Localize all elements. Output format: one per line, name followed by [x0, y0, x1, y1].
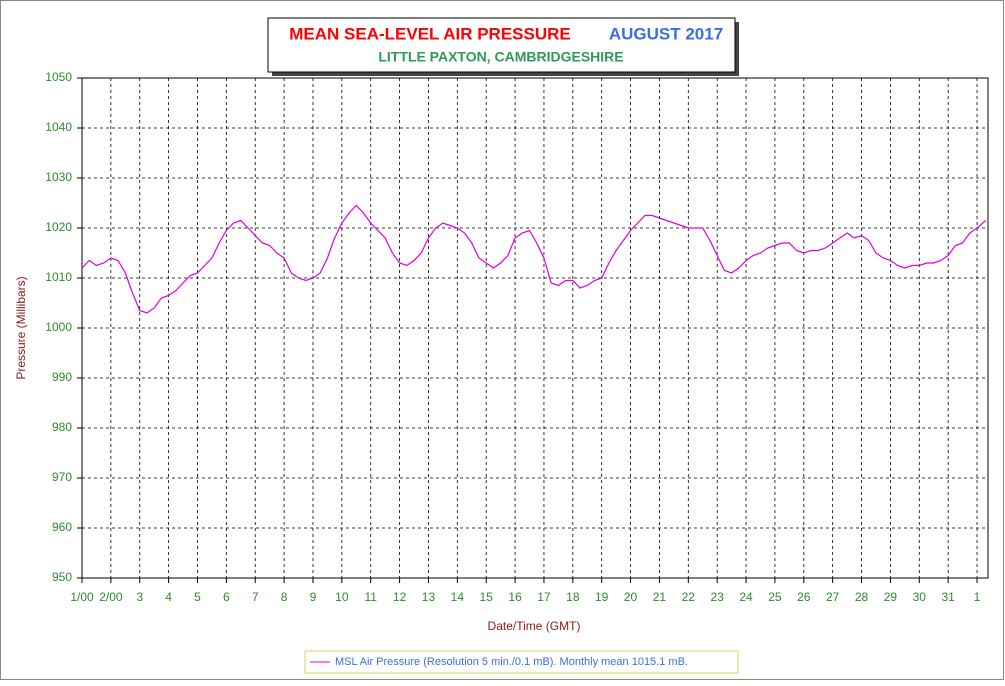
- x-tick-label: 5: [194, 590, 201, 604]
- x-tick-label: 18: [566, 590, 580, 604]
- x-axis-label: Date/Time (GMT): [488, 619, 581, 633]
- y-tick-label: 1020: [45, 220, 72, 234]
- y-tick-label: 970: [52, 470, 72, 484]
- legend-label: MSL Air Pressure (Resolution 5 min./0.1 …: [335, 656, 688, 668]
- x-tick-label: 1: [974, 590, 981, 604]
- x-tick-label: 2/00: [99, 590, 123, 604]
- title-box: [267, 17, 736, 73]
- x-tick-label: 13: [422, 590, 436, 604]
- x-tick-label: 27: [826, 590, 840, 604]
- data-line: [81, 204, 987, 314]
- y-tick-label: 960: [52, 520, 72, 534]
- y-tick-label: 1010: [45, 270, 72, 284]
- x-tick-label: 14: [451, 590, 465, 604]
- y-tick-label: 950: [52, 570, 72, 584]
- chart-title-date: AUGUST 2017: [609, 24, 723, 43]
- x-tick-label: 12: [393, 590, 407, 604]
- x-tick-label: 9: [310, 590, 317, 604]
- y-tick-label: 1000: [45, 320, 72, 334]
- x-tick-label: 19: [595, 590, 609, 604]
- x-tick-label: 30: [913, 590, 927, 604]
- x-tick-label: 26: [797, 590, 811, 604]
- x-tick-label: 31: [941, 590, 955, 604]
- x-tick-label: 21: [653, 590, 667, 604]
- x-tick-label: 6: [223, 590, 230, 604]
- legend-box: [304, 650, 739, 674]
- x-tick-label: 24: [739, 590, 753, 604]
- chart-title: MEAN SEA-LEVEL AIR PRESSURE: [289, 24, 571, 43]
- y-axis-label: Pressure (Millibars): [14, 276, 28, 379]
- x-tick-label: 10: [335, 590, 349, 604]
- x-tick-label: 15: [480, 590, 494, 604]
- y-tick-label: 1030: [45, 170, 72, 184]
- x-tick-label: 3: [136, 590, 143, 604]
- x-tick-label: 23: [711, 590, 725, 604]
- x-tick-label: 22: [682, 590, 696, 604]
- y-tick-label: 990: [52, 370, 72, 384]
- x-tick-label: 25: [768, 590, 782, 604]
- x-tick-label: 7: [252, 590, 259, 604]
- y-tick-label: 1040: [45, 120, 72, 134]
- x-tick-label: 16: [508, 590, 522, 604]
- x-tick-label: 11: [364, 590, 377, 604]
- y-tick-label: 1050: [45, 70, 72, 84]
- x-tick-label: 1/00: [70, 590, 94, 604]
- x-tick-label: 28: [855, 590, 869, 604]
- x-tick-label: 8: [281, 590, 288, 604]
- y-tick-label: 980: [52, 420, 72, 434]
- x-tick-label: 4: [165, 590, 172, 604]
- chart-subtitle: LITTLE PAXTON, CAMBRIDGESHIRE: [378, 49, 623, 65]
- x-tick-label: 20: [624, 590, 638, 604]
- x-tick-label: 17: [537, 590, 551, 604]
- x-tick-label: 29: [884, 590, 898, 604]
